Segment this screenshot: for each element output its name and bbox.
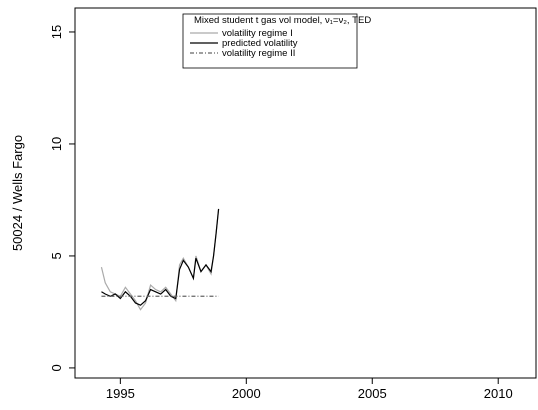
legend-box: [182, 13, 358, 69]
legend-title: Mixed student t gas vol model, ν₁=ν₂, TE…: [194, 15, 371, 26]
plot-frame: [74, 7, 537, 379]
y-tick-label: 15: [49, 25, 64, 39]
legend-label: volatility regime II: [222, 48, 295, 59]
legend-label: predicted volatility: [222, 38, 298, 49]
y-axis-label: 50024 / Wells Fargo: [10, 135, 25, 251]
y-tick-label: 5: [49, 252, 64, 259]
series-line: [100, 208, 220, 311]
x-tick-label: 2010: [484, 386, 513, 401]
legend-label: volatility regime I: [222, 28, 293, 39]
x-tick-label: 2000: [232, 386, 261, 401]
series-line: [101, 208, 220, 306]
y-tick-label: 10: [49, 137, 64, 151]
x-tick-label: 2005: [358, 386, 387, 401]
y-tick-label: 0: [49, 364, 64, 371]
x-tick-label: 1995: [106, 386, 135, 401]
